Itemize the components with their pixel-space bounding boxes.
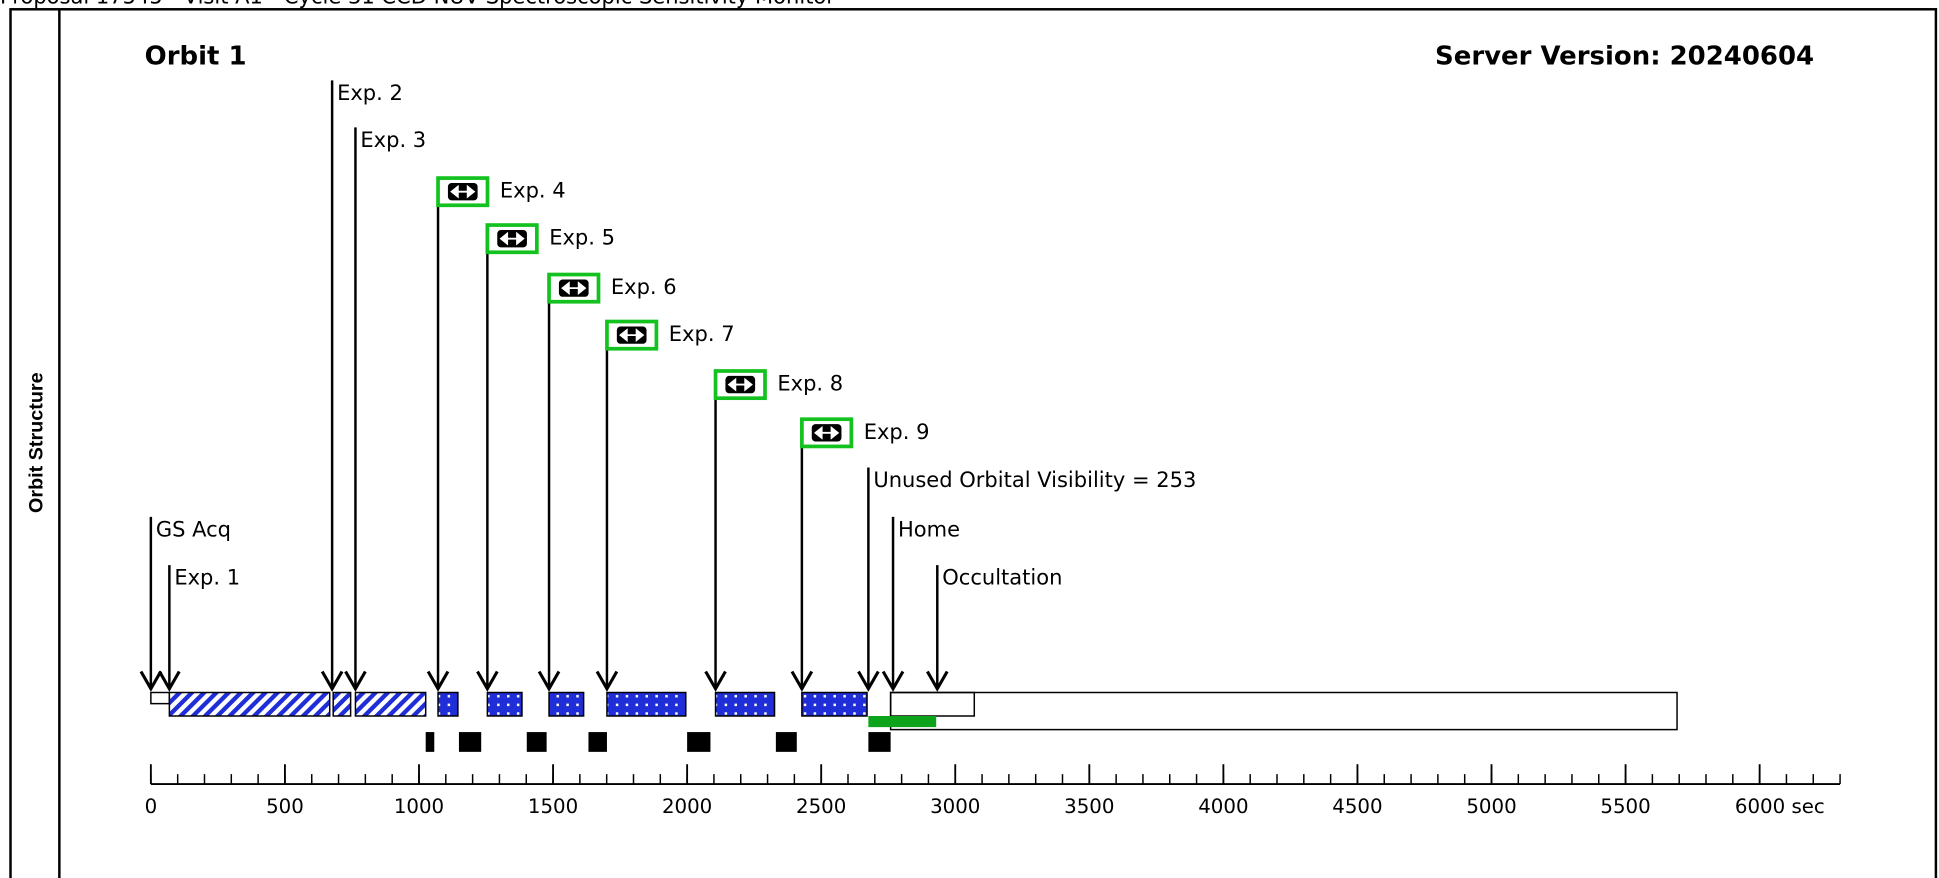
segment-dotted <box>606 691 687 717</box>
event-label: Exp. 3 <box>360 127 426 152</box>
event-arrowhead <box>790 670 814 692</box>
segment-outline <box>889 691 1678 731</box>
event-arrowhead <box>426 670 450 692</box>
event: GS Acq <box>139 517 231 692</box>
overhead-block <box>458 732 482 752</box>
tick-label: 2000 <box>662 795 712 818</box>
event: Occultation <box>926 565 1062 692</box>
tick-label: 1500 <box>528 795 578 818</box>
tick-label: 2500 <box>796 795 846 818</box>
event-arrowhead <box>537 670 561 692</box>
event-label: Unused Orbital Visibility = 253 <box>873 467 1196 492</box>
event-label: Exp. 1 <box>174 565 240 590</box>
event-arrowhead <box>344 670 367 692</box>
exposure-icon-arrows <box>499 231 525 246</box>
overhead-block <box>687 732 711 752</box>
overhead-block <box>868 732 891 752</box>
event: Exp. 5 <box>476 223 615 692</box>
segment-green <box>868 716 937 728</box>
exposure-icon-arrows <box>727 377 753 392</box>
frame <box>9 8 1938 878</box>
event-label: Home <box>898 517 960 542</box>
event-arrowhead <box>158 670 181 692</box>
tick-label: 0 <box>145 795 158 818</box>
exposure-icon-arrows <box>813 425 840 440</box>
overhead-block <box>775 732 797 752</box>
event-arrowhead <box>881 670 905 692</box>
overhead-block <box>425 732 435 752</box>
tick-label: 4000 <box>1198 795 1248 818</box>
event: Exp. 8 <box>704 369 843 692</box>
exposure-icon-arrows <box>450 184 476 199</box>
event-label: Exp. 4 <box>500 178 566 203</box>
event-arrowhead <box>926 670 949 692</box>
orbit-title: Orbit 1 <box>145 41 247 71</box>
event: Exp. 7 <box>595 319 735 692</box>
tick-label: 4500 <box>1332 795 1382 818</box>
event: Exp. 4 <box>426 176 566 692</box>
event-label: Occultation <box>942 565 1062 590</box>
event-label: Exp. 6 <box>611 274 677 299</box>
segment-dotted <box>801 691 868 717</box>
event: Exp. 3 <box>344 127 426 692</box>
segment-dotted <box>714 691 776 717</box>
segment-hatched <box>168 691 331 717</box>
event-label: Exp. 7 <box>669 321 735 346</box>
event: Exp. 1 <box>158 565 240 692</box>
event: Home <box>881 517 960 692</box>
overhead-block <box>588 732 607 752</box>
tick-label: 1000 <box>394 795 444 818</box>
overhead-block <box>526 732 547 752</box>
event: Exp. 2 <box>320 80 403 692</box>
event-label: Exp. 2 <box>337 80 403 105</box>
tick-label: 5000 <box>1466 795 1516 818</box>
event-arrowhead <box>857 670 880 692</box>
event-label: Exp. 9 <box>864 419 930 444</box>
segment-hatched <box>332 691 352 717</box>
tick-label: 3000 <box>930 795 980 818</box>
event: Exp. 9 <box>790 417 930 692</box>
event-arrowhead <box>320 670 344 692</box>
tick-label: 500 <box>266 795 304 818</box>
sidebar-label: Orbit Structure <box>25 372 47 513</box>
event-label: Exp. 5 <box>549 225 615 250</box>
exposure-icon-arrows <box>561 281 587 296</box>
event-arrowhead <box>595 670 619 692</box>
tick-label: 6000 sec <box>1735 795 1825 818</box>
event-label: Exp. 8 <box>777 371 843 396</box>
segment-acq <box>150 691 171 705</box>
event-arrowhead <box>139 670 163 692</box>
server-version: Server Version: 20240604 <box>1435 41 1814 71</box>
tick-label: 3500 <box>1064 795 1114 818</box>
event-arrowhead <box>476 670 499 692</box>
event: Exp. 6 <box>537 272 677 692</box>
segment-hatched <box>354 691 427 717</box>
segment-dotted <box>486 691 523 717</box>
segment-dotted <box>437 691 459 717</box>
event-arrowhead <box>704 670 727 692</box>
tick-label: 5500 <box>1600 795 1650 818</box>
segment-dotted <box>548 691 585 717</box>
event-label: GS Acq <box>156 517 231 542</box>
exposure-icon-arrows <box>619 328 645 343</box>
header-title: Proposal 17545 - Visit A1 - Cycle 31 CCD… <box>0 0 835 9</box>
event: Unused Orbital Visibility = 253 <box>857 467 1196 692</box>
